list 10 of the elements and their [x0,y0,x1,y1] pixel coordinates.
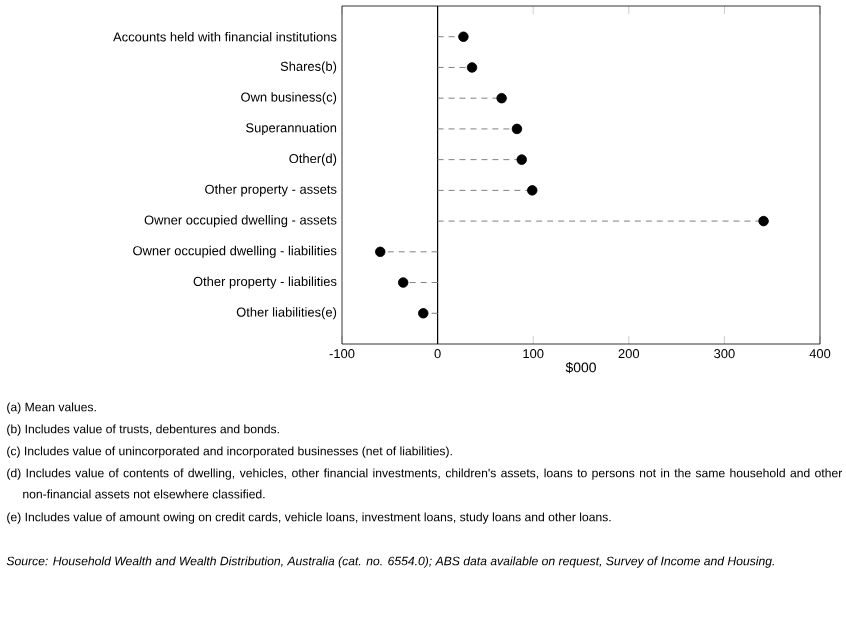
point [397,277,409,288]
point [418,308,429,319]
point [511,123,523,135]
point [375,246,386,258]
point [516,154,527,165]
point [758,215,769,227]
point [458,31,469,42]
point [496,92,507,104]
point [466,62,478,73]
point [527,185,538,196]
